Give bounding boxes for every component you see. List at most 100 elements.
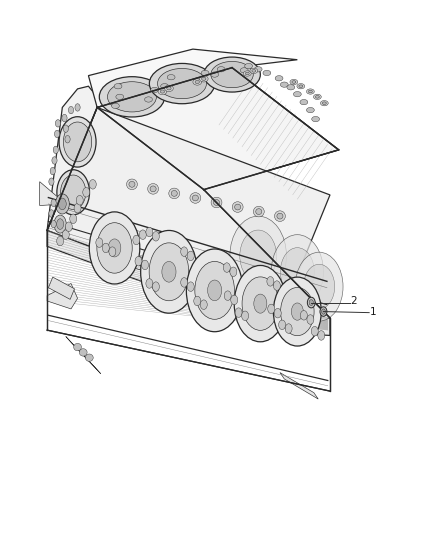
- Ellipse shape: [62, 230, 69, 239]
- Ellipse shape: [307, 297, 315, 308]
- Ellipse shape: [162, 262, 176, 282]
- Ellipse shape: [199, 76, 208, 82]
- Ellipse shape: [308, 90, 312, 93]
- Ellipse shape: [290, 79, 298, 85]
- Ellipse shape: [52, 157, 57, 164]
- Ellipse shape: [307, 315, 314, 324]
- Ellipse shape: [149, 243, 189, 301]
- Ellipse shape: [76, 196, 83, 205]
- Ellipse shape: [49, 210, 54, 217]
- Ellipse shape: [307, 108, 314, 113]
- Ellipse shape: [253, 206, 264, 217]
- Ellipse shape: [63, 125, 68, 132]
- Ellipse shape: [107, 82, 156, 112]
- Ellipse shape: [50, 167, 55, 175]
- Ellipse shape: [195, 80, 199, 84]
- Ellipse shape: [148, 183, 159, 194]
- Ellipse shape: [160, 90, 165, 93]
- Ellipse shape: [240, 230, 276, 282]
- Ellipse shape: [54, 130, 60, 138]
- Ellipse shape: [318, 330, 325, 340]
- Ellipse shape: [59, 117, 96, 167]
- Ellipse shape: [304, 264, 335, 309]
- Ellipse shape: [74, 343, 81, 351]
- Ellipse shape: [181, 278, 187, 287]
- Ellipse shape: [57, 219, 64, 229]
- Ellipse shape: [65, 222, 72, 231]
- Ellipse shape: [193, 79, 201, 85]
- Ellipse shape: [230, 267, 237, 277]
- Ellipse shape: [51, 220, 56, 228]
- Ellipse shape: [114, 84, 122, 89]
- Ellipse shape: [70, 214, 77, 223]
- Ellipse shape: [49, 178, 54, 185]
- Ellipse shape: [139, 230, 146, 239]
- Ellipse shape: [208, 280, 222, 301]
- Ellipse shape: [201, 77, 206, 80]
- Ellipse shape: [96, 238, 103, 247]
- Ellipse shape: [181, 247, 187, 256]
- Ellipse shape: [311, 326, 318, 336]
- Ellipse shape: [192, 195, 198, 201]
- Ellipse shape: [292, 80, 296, 83]
- Ellipse shape: [271, 235, 323, 309]
- Polygon shape: [280, 373, 318, 399]
- Ellipse shape: [201, 70, 209, 76]
- Ellipse shape: [277, 213, 283, 219]
- Ellipse shape: [64, 122, 92, 162]
- Ellipse shape: [217, 67, 225, 72]
- Ellipse shape: [158, 88, 167, 95]
- Ellipse shape: [274, 309, 281, 318]
- Polygon shape: [47, 108, 330, 318]
- Ellipse shape: [200, 300, 207, 310]
- Ellipse shape: [108, 239, 121, 257]
- Ellipse shape: [169, 188, 180, 199]
- Ellipse shape: [58, 198, 66, 210]
- Ellipse shape: [79, 349, 87, 356]
- Ellipse shape: [53, 146, 58, 154]
- Ellipse shape: [62, 114, 67, 122]
- Ellipse shape: [300, 100, 308, 105]
- Ellipse shape: [273, 281, 280, 290]
- Ellipse shape: [245, 63, 253, 69]
- Ellipse shape: [213, 199, 219, 205]
- Ellipse shape: [55, 119, 60, 127]
- Polygon shape: [97, 68, 339, 190]
- Ellipse shape: [295, 252, 343, 321]
- Polygon shape: [88, 49, 297, 108]
- Ellipse shape: [204, 57, 260, 92]
- Ellipse shape: [65, 135, 70, 143]
- Ellipse shape: [293, 92, 301, 97]
- Ellipse shape: [244, 71, 251, 76]
- Ellipse shape: [152, 282, 159, 292]
- Ellipse shape: [315, 95, 319, 98]
- Ellipse shape: [190, 192, 201, 203]
- Ellipse shape: [83, 188, 90, 197]
- Ellipse shape: [145, 97, 152, 102]
- Ellipse shape: [250, 68, 258, 74]
- Ellipse shape: [57, 236, 64, 246]
- Ellipse shape: [129, 181, 135, 187]
- Ellipse shape: [254, 67, 262, 72]
- Ellipse shape: [275, 76, 283, 81]
- Ellipse shape: [291, 303, 304, 320]
- Ellipse shape: [112, 103, 119, 109]
- Ellipse shape: [280, 82, 288, 87]
- Ellipse shape: [187, 251, 194, 261]
- Ellipse shape: [186, 249, 243, 332]
- Ellipse shape: [235, 308, 242, 317]
- Ellipse shape: [85, 354, 93, 361]
- Ellipse shape: [97, 223, 132, 273]
- Ellipse shape: [297, 84, 305, 89]
- Ellipse shape: [51, 199, 56, 207]
- Ellipse shape: [211, 197, 222, 208]
- Ellipse shape: [187, 282, 194, 292]
- Ellipse shape: [320, 307, 327, 317]
- Ellipse shape: [263, 70, 271, 76]
- Ellipse shape: [321, 309, 325, 314]
- Polygon shape: [48, 277, 74, 300]
- Ellipse shape: [230, 216, 286, 296]
- Ellipse shape: [242, 311, 249, 320]
- Polygon shape: [47, 230, 330, 335]
- Ellipse shape: [133, 235, 140, 245]
